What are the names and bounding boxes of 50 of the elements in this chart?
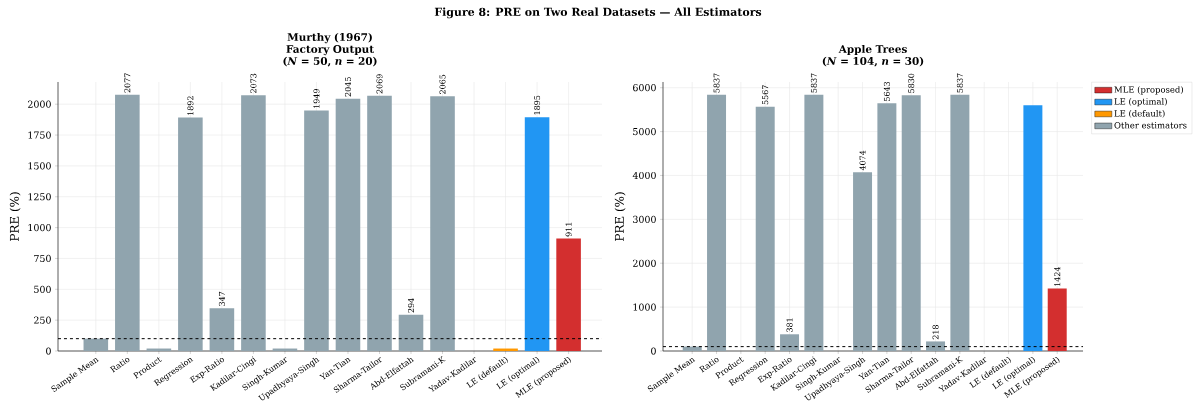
y-axis-title: PRE (%) bbox=[9, 192, 21, 241]
bar bbox=[755, 106, 775, 351]
bar bbox=[901, 95, 921, 351]
bar bbox=[115, 94, 140, 351]
bar bbox=[556, 238, 581, 351]
bar bbox=[524, 117, 550, 351]
legend-label: MLE (proposed) bbox=[1114, 86, 1183, 95]
y-tick-label: 2000 bbox=[633, 259, 656, 267]
bar bbox=[398, 314, 424, 351]
legend-label: LE (default) bbox=[1114, 110, 1165, 118]
y-tick-label: 2000 bbox=[28, 100, 51, 108]
bar bbox=[682, 346, 702, 351]
bar bbox=[1023, 105, 1043, 351]
y-tick-label: 4000 bbox=[632, 171, 656, 180]
y-tick-label: 5000 bbox=[633, 128, 656, 136]
chart-subtitle: (N = 50, n = 20) bbox=[283, 56, 377, 67]
y-tick-label: 1750 bbox=[28, 131, 51, 139]
bar bbox=[304, 110, 329, 351]
y-tick-label: 6000 bbox=[633, 84, 656, 92]
y-tick-label: 1250 bbox=[28, 193, 51, 201]
y-tick-label: 250 bbox=[34, 316, 51, 324]
bar bbox=[367, 95, 392, 351]
bar bbox=[877, 103, 897, 351]
y-tick-label: 0 bbox=[651, 347, 656, 355]
bar bbox=[83, 338, 109, 351]
bar bbox=[804, 94, 824, 351]
bar bbox=[335, 98, 361, 351]
bar bbox=[926, 341, 946, 351]
caption: Figure 8: PRE on Two Real Datasets — All Estimators bbox=[434, 7, 762, 19]
y-tick-label: 1500 bbox=[28, 162, 51, 170]
chart-subtitle: (N = 104, n = 30) bbox=[822, 56, 924, 67]
bar bbox=[853, 172, 873, 351]
bar bbox=[209, 308, 235, 351]
bar bbox=[950, 94, 970, 351]
y-tick-label: 500 bbox=[34, 285, 51, 293]
bar bbox=[241, 95, 266, 351]
y-tick-label: 1000 bbox=[633, 303, 656, 311]
bar bbox=[1047, 288, 1067, 351]
legend-label: LE (optimal) bbox=[1114, 98, 1167, 107]
y-tick-label: 1000 bbox=[28, 224, 51, 232]
y-tick-label: 3000 bbox=[633, 215, 656, 223]
bar bbox=[178, 117, 203, 351]
bar bbox=[780, 334, 800, 351]
y-tick-label: 750 bbox=[34, 254, 51, 263]
bar bbox=[430, 96, 455, 351]
y-tick-label: 0 bbox=[46, 347, 51, 355]
legend-label: Other estimators bbox=[1114, 121, 1187, 129]
chart-title: Apple Trees bbox=[838, 44, 907, 55]
y-axis-title: PRE (%) bbox=[614, 192, 626, 241]
bar bbox=[707, 94, 727, 351]
